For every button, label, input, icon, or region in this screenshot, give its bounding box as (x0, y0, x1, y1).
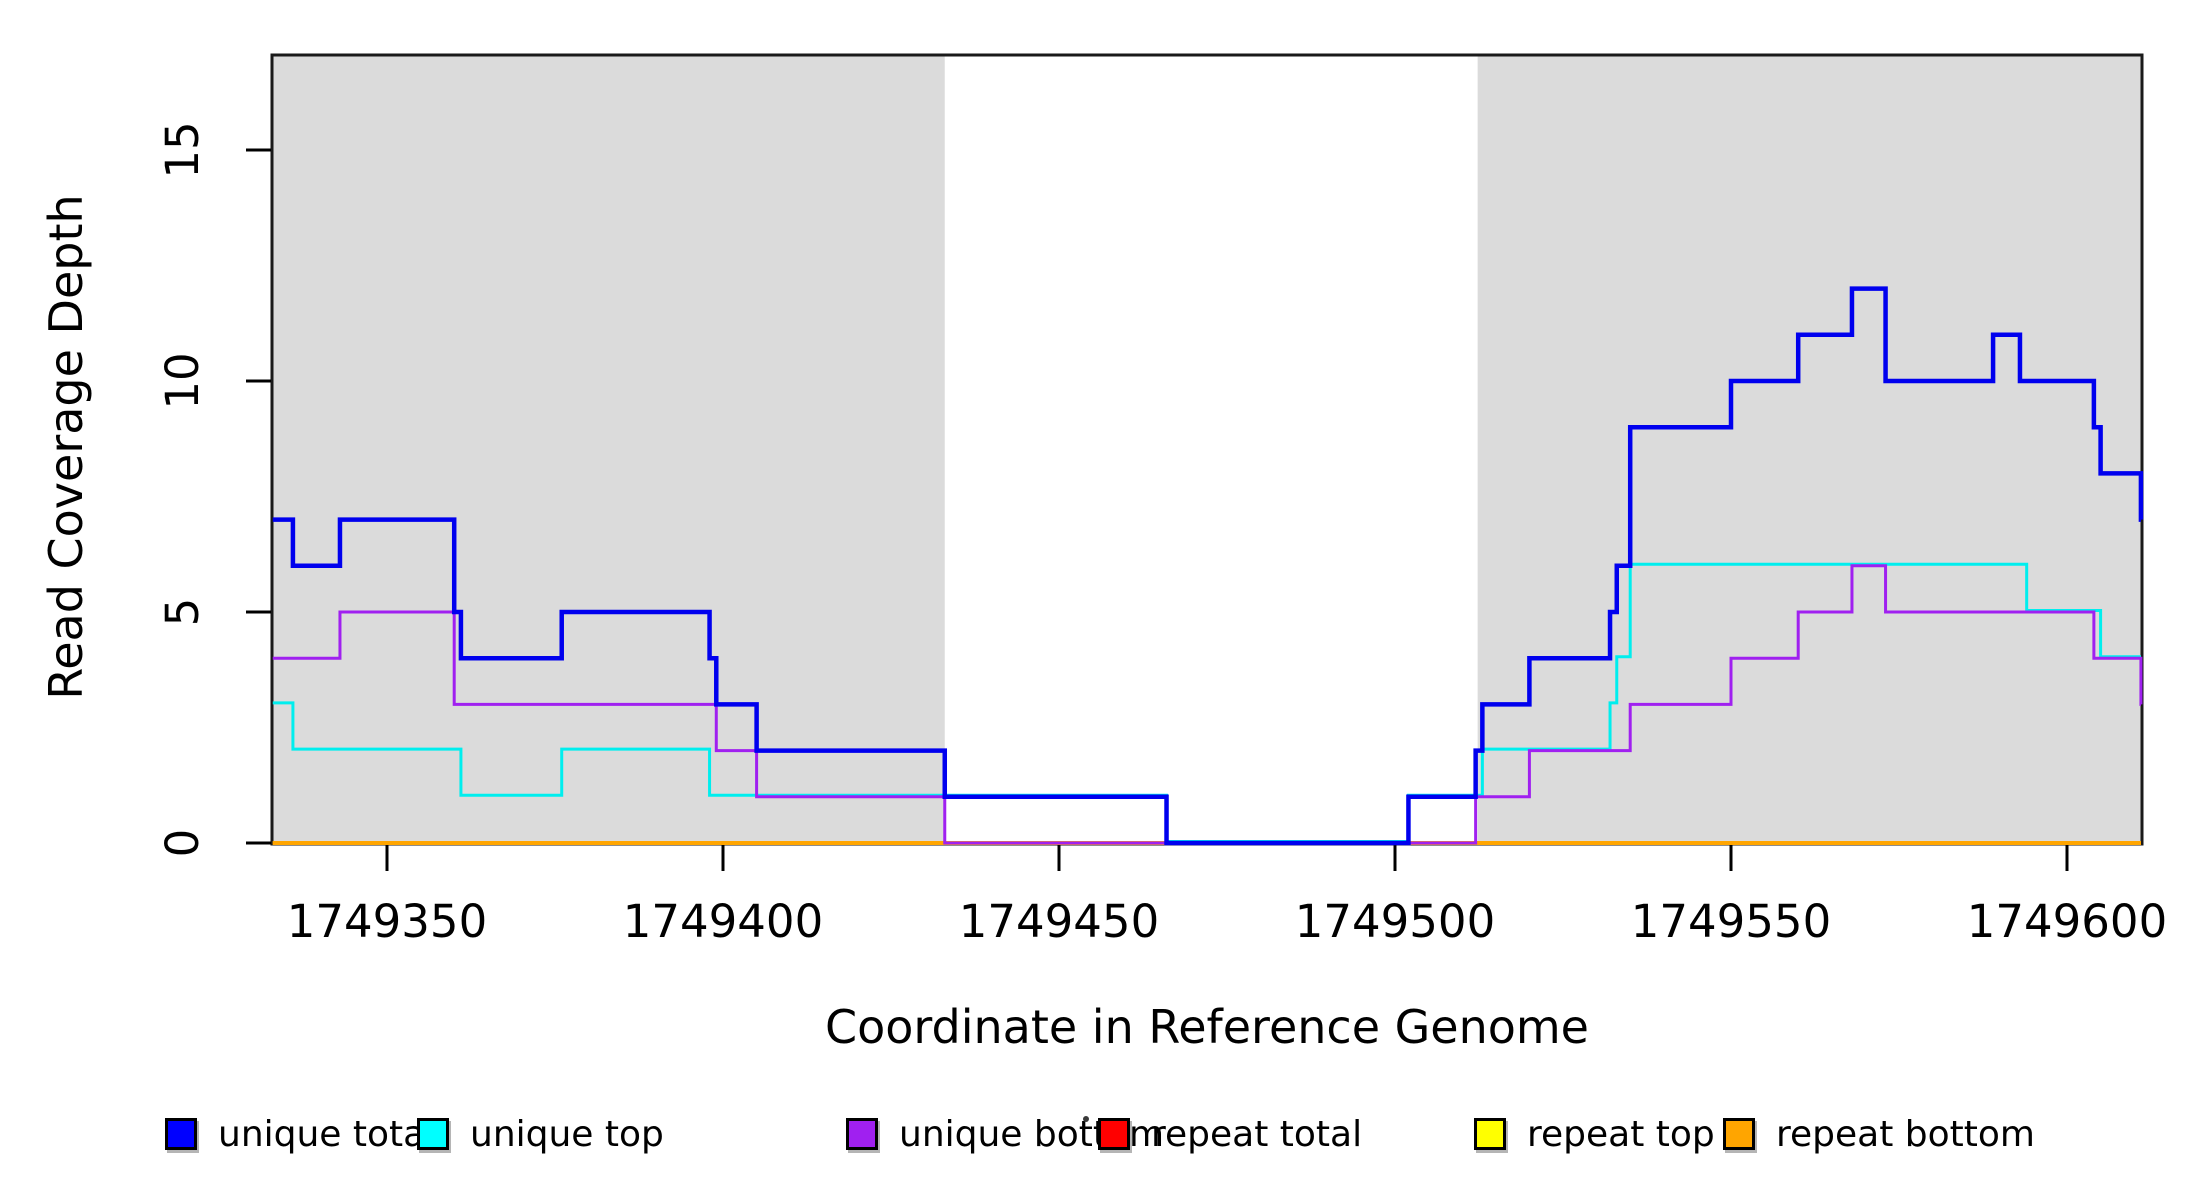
legend-item-repeat-bottom: repeat bottom (1723, 1112, 2035, 1156)
shaded-regions-layer (272, 56, 2141, 843)
y-tick-label: 10 (156, 352, 209, 409)
legend-label: repeat total (1151, 1113, 1363, 1155)
legend-item-unique-top: unique top (417, 1112, 664, 1156)
unique-bottom-swatch-icon (846, 1118, 878, 1150)
repeat-bottom-swatch-icon (1723, 1118, 1755, 1150)
y-axis-title: Read Coverage Depth (39, 194, 93, 699)
legend-item-repeat-total: repeat total (1098, 1112, 1362, 1156)
legend-label: unique top (470, 1113, 664, 1155)
axis-ticks-layer: 1749350 1749400 1749450 1749500 1749550 17496… (156, 121, 2167, 948)
legend-label: unique total (218, 1113, 436, 1155)
legend-label: repeat top (1527, 1113, 1715, 1155)
right-repeat-region (1477, 56, 2141, 843)
x-tick-label: 1749450 (959, 895, 1159, 948)
x-axis-title: Coordinate in Reference Genome (825, 1000, 1589, 1054)
left-repeat-region (272, 56, 945, 843)
stray-dot (1083, 1116, 1089, 1122)
x-tick-label: 1749600 (1967, 895, 2167, 948)
series-line-unique-total (272, 286, 2144, 846)
x-tick-label: 1749350 (287, 895, 487, 948)
series-line-unique-bottom (272, 564, 2143, 845)
repeat-top-swatch-icon (1474, 1118, 1506, 1150)
x-tick-label: 1749400 (623, 895, 823, 948)
legend-item-unique-total: unique total (165, 1112, 435, 1156)
series-lines-layer (272, 286, 2144, 846)
unique-top-swatch-icon (417, 1118, 449, 1150)
y-tick-label: 5 (156, 598, 209, 627)
legend-label: repeat bottom (1776, 1113, 2035, 1155)
x-tick-label: 1749550 (1631, 895, 1831, 948)
repeat-total-swatch-icon (1098, 1118, 1130, 1150)
legend: unique total unique top unique bottom re… (0, 0, 2200, 1155)
y-tick-label: 15 (156, 121, 209, 178)
y-tick-label: 0 (156, 829, 209, 858)
x-tick-label: 1749500 (1295, 895, 1495, 948)
unique-total-swatch-icon (165, 1118, 197, 1150)
legend-item-repeat-top: repeat top (1474, 1112, 1715, 1156)
